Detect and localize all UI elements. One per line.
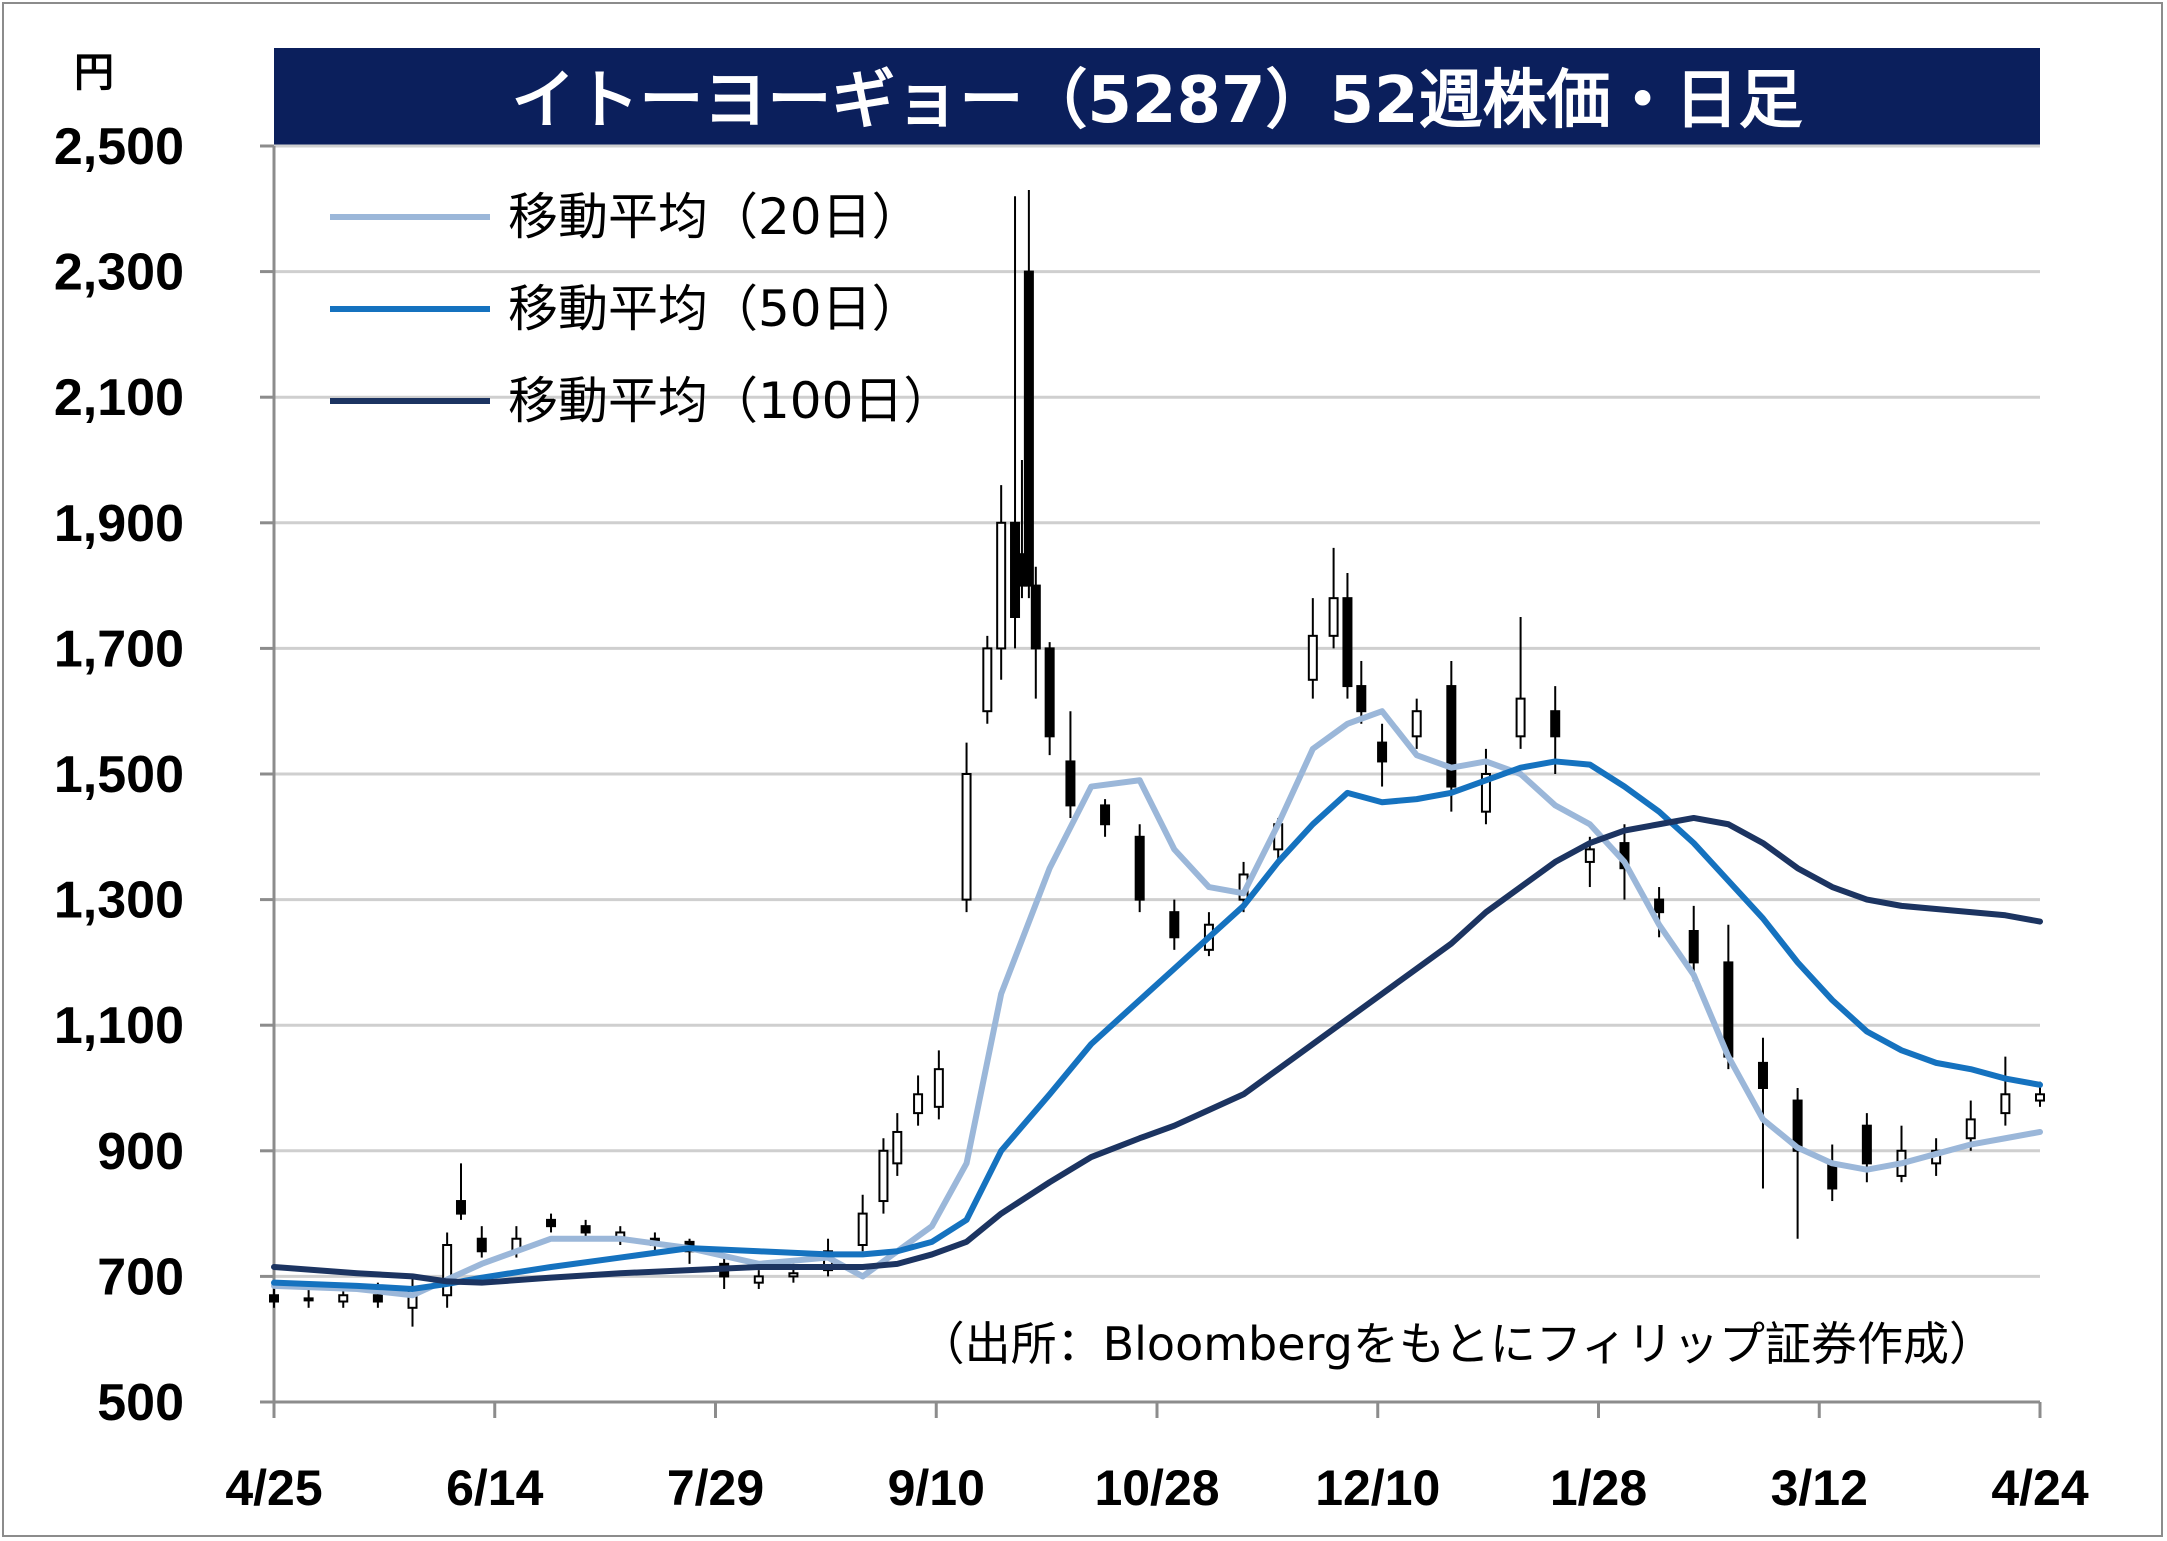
candle-body — [1342, 597, 1353, 688]
candle-body — [442, 1244, 453, 1297]
candle-body — [1550, 710, 1561, 738]
candle-body — [2035, 1093, 2045, 1102]
ma50-line — [271, 758, 2043, 1292]
candle-body — [580, 1225, 591, 1234]
candle-body — [933, 1068, 944, 1108]
candle-body — [1584, 848, 1595, 863]
legend: 移動平均（20日） 移動平均（50日） 移動平均（100日） — [330, 188, 953, 430]
y-tick-label: 1,700 — [54, 620, 184, 678]
candle-body — [996, 521, 1007, 650]
candle-body — [476, 1237, 487, 1253]
y-tick-label: 2,300 — [54, 244, 184, 302]
candle-body — [1100, 804, 1111, 826]
y-tick-label: 2,500 — [54, 118, 184, 176]
candle-body — [1328, 597, 1339, 637]
x-tick-label: 6/14 — [446, 1460, 544, 1516]
candle-body — [1861, 1124, 1872, 1165]
x-tick-label: 4/25 — [225, 1460, 322, 1516]
candle-body — [1654, 898, 1665, 914]
x-tick-label: 7/29 — [667, 1460, 764, 1516]
y-tick-label: 500 — [97, 1374, 184, 1432]
candle-body — [1965, 1118, 1976, 1140]
candle-body — [753, 1275, 764, 1284]
legend-label: 移動平均（50日） — [508, 280, 922, 338]
x-tick-label: 12/10 — [1315, 1460, 1440, 1516]
candle-body — [961, 773, 972, 901]
y-tick-label: 700 — [97, 1248, 184, 1306]
chart-title: イトーヨーギョー（5287）52週株価・日足 — [511, 64, 1802, 138]
x-tick-label: 10/28 — [1094, 1460, 1219, 1516]
x-tick-label: 4/24 — [1991, 1460, 2089, 1516]
candle-body — [338, 1294, 349, 1303]
x-tick-label: 3/12 — [1771, 1460, 1868, 1516]
candle-body — [1515, 697, 1526, 738]
title-bar — [274, 48, 2040, 146]
y-tick-label: 1,900 — [54, 495, 184, 553]
candle-body — [878, 1149, 889, 1203]
candle-body — [546, 1218, 557, 1228]
legend-label: 移動平均（100日） — [508, 372, 953, 430]
candle-body — [892, 1130, 903, 1165]
candle-body — [1446, 685, 1457, 788]
candle-body — [2000, 1093, 2011, 1115]
candle-body — [269, 1294, 279, 1303]
candle-body — [982, 647, 993, 713]
x-tick-label: 9/10 — [888, 1460, 985, 1516]
y-tick-label: 2,100 — [54, 369, 184, 427]
legend-label: 移動平均（20日） — [508, 188, 922, 246]
ma20-line — [271, 708, 2043, 1299]
y-axis-unit: 円 — [74, 50, 114, 96]
y-tick-label: 1,300 — [54, 872, 184, 930]
candle-body — [913, 1093, 924, 1115]
candle-body — [303, 1297, 314, 1302]
candle-body — [1480, 773, 1491, 813]
candle-body — [1827, 1162, 1838, 1190]
candle-body — [1688, 930, 1699, 964]
candle-body — [857, 1212, 868, 1246]
y-tick-label: 1,100 — [54, 997, 184, 1055]
source-note: （出所：Bloombergをもとにフィリップ証券作成） — [919, 1317, 1995, 1371]
y-tick-label: 900 — [97, 1123, 184, 1181]
candle-body — [1757, 1061, 1768, 1090]
candle-body — [1377, 741, 1388, 763]
candle-body — [1411, 710, 1422, 738]
candle-body — [455, 1200, 466, 1215]
candle-body — [1134, 835, 1145, 901]
x-tick-label: 1/28 — [1550, 1460, 1647, 1516]
moving-average-lines — [271, 708, 2043, 1299]
ma100-line — [271, 814, 2043, 1286]
y-axis-ticks: 2,500 2,300 2,100 1,900 1,700 1,500 1,300 1,100… — [54, 118, 274, 1432]
candlesticks — [269, 189, 2045, 1327]
y-tick-label: 1,500 — [54, 746, 184, 804]
candle-body — [1044, 647, 1055, 738]
candle-body — [1169, 911, 1180, 939]
x-axis-ticks: 4/25 6/14 7/29 9/10 10/28 12/10 1/28 3/12 4/24 — [225, 1402, 2089, 1516]
candle-body — [1030, 584, 1041, 650]
candle-body — [1023, 270, 1034, 587]
candle-body — [1356, 685, 1367, 713]
candle-body — [788, 1272, 799, 1278]
candle-body — [372, 1294, 383, 1303]
candle-body — [1307, 634, 1318, 681]
candle-body — [1065, 760, 1076, 807]
